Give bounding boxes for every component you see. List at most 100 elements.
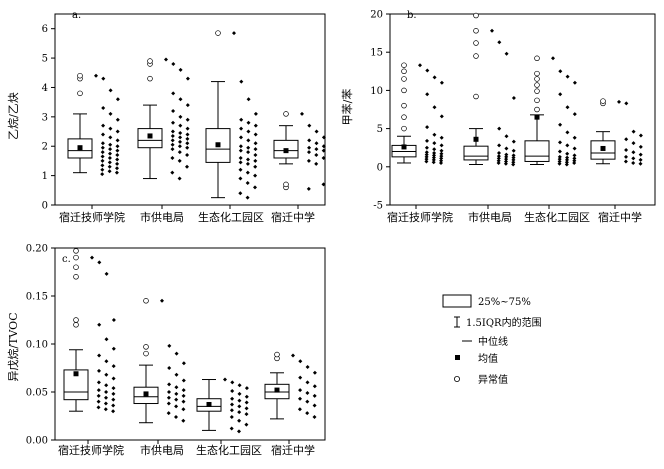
panel-b-tag: b. [407,10,417,21]
data-point [564,160,569,165]
data-point [96,388,101,393]
data-point [230,380,235,385]
data-point [305,365,310,370]
data-point [631,156,636,161]
mean-marker [215,142,221,148]
outlier-point [534,82,540,88]
data-point [96,405,101,410]
data-point [306,158,311,163]
panel-a-category-0: 宿迁技师学院 [59,210,125,224]
data-point [108,88,113,93]
panel-c-ylabel: 异戊烷/TVOC [6,312,20,381]
data-point [108,111,113,116]
data-point [565,105,570,110]
data-point [230,396,235,401]
data-point [178,123,183,128]
iqr-box [463,145,489,161]
data-point [565,143,570,148]
data-point [321,135,326,140]
data-point [111,403,116,408]
data-point [177,150,182,155]
data-point [425,92,430,97]
outlier-point [534,106,540,113]
panel-a: a. 乙烷/乙炔 宿迁技师学院 市供电局 生态化工园区 宿迁中学 0 1 2 3 4 5 6 [6,10,326,224]
outlier-point [534,70,540,77]
data-point [178,131,183,136]
mean-marker [283,148,289,154]
data-point [229,426,234,431]
panel-c-category-0: 宿迁技师学院 [58,443,124,457]
data-point [431,155,436,160]
data-point [185,117,190,122]
data-point [496,158,501,163]
data-point [638,152,643,157]
data-point [504,152,509,157]
data-point [238,155,243,160]
data-point [104,390,109,394]
data-point [101,106,106,111]
data-point [104,383,109,388]
data-point [170,142,175,147]
mean-marker [147,133,153,139]
outlier-point [600,98,606,104]
data-point [170,170,175,175]
data-point [314,141,319,146]
box-group-0 [391,62,444,165]
iqr-box [63,369,89,401]
mean-marker [401,144,407,150]
data-point [624,147,629,152]
data-point [253,132,258,137]
data-point [565,157,569,162]
outlier-point [473,40,479,46]
data-point [185,126,190,131]
data-point [100,167,105,172]
data-point [617,99,621,104]
data-point [185,76,190,81]
data-point [174,351,179,356]
mean-marker [473,136,479,142]
box-group-3 [264,351,317,420]
outlier-point [73,254,79,261]
data-point [170,133,175,138]
data-point [624,101,629,106]
data-point [424,152,429,157]
data-point [96,399,101,404]
data-point [223,377,227,382]
data-point [253,158,258,163]
data-point [631,141,636,146]
data-point [631,150,636,155]
data-point [115,117,120,122]
data-point [321,155,326,160]
data-point [115,129,120,134]
data-point [638,144,643,149]
data-point [638,161,643,166]
data-point [167,366,172,370]
data-point [104,359,109,364]
data-point [565,130,570,135]
data-point [111,346,116,351]
data-point [497,40,502,45]
box-group-2 [524,55,577,167]
data-point [104,372,109,377]
data-point [246,157,250,162]
data-point [432,151,437,156]
y-tick-label: 6 [42,24,48,35]
legend-outlier-label: 异常值 [478,373,508,386]
data-point [237,410,242,415]
data-point [115,148,120,153]
data-point [229,414,234,419]
outlier-point [73,248,79,254]
outlier-point [401,62,407,68]
data-point [418,63,422,68]
outlier-point [73,264,79,270]
data-point [424,145,429,150]
data-point [174,404,179,409]
data-point [557,157,562,162]
data-point [300,111,304,116]
data-point [181,388,186,393]
data-point [167,382,172,387]
mean-marker [274,387,280,393]
data-point [239,126,244,131]
data-point [237,391,242,396]
data-point [511,162,516,167]
